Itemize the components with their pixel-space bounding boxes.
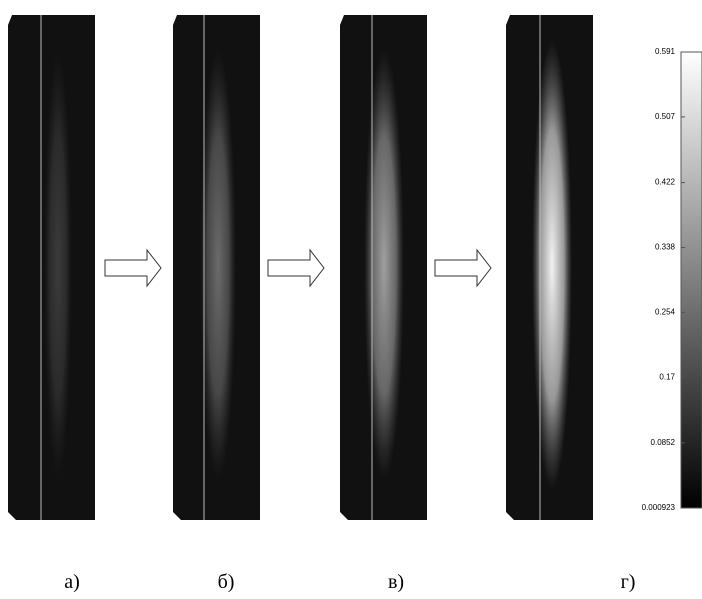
colorbar-tick-label: 0.0852 — [651, 438, 676, 447]
panel-label: б) — [218, 571, 235, 593]
panel-label: в) — [388, 571, 404, 593]
colorbar — [681, 52, 702, 508]
panel — [8, 15, 95, 520]
panel — [340, 15, 427, 520]
panel — [506, 15, 593, 520]
figure: 0.591 0.507 0.422 0.338 0.254 0.17 0.0852 0.000… — [0, 0, 702, 599]
colorbar-tick-label: 0.507 — [655, 112, 676, 121]
colorbar-tick-label: 0.591 — [655, 47, 676, 56]
arrows — [105, 250, 491, 286]
colorbar-ticks: 0.591 0.507 0.422 0.338 0.254 0.17 0.0852 0.000… — [642, 47, 685, 512]
colorbar-tick-label: 0.422 — [655, 178, 676, 187]
panel-label: г) — [621, 571, 636, 593]
colorbar-tick-label: 0.254 — [655, 308, 676, 317]
colorbar-tick-label: 0.000923 — [642, 503, 676, 512]
colorbar-tick-label: 0.338 — [655, 243, 676, 252]
panel-label: а) — [64, 571, 80, 593]
panel — [173, 15, 260, 520]
colorbar-tick-label: 0.17 — [659, 372, 675, 381]
